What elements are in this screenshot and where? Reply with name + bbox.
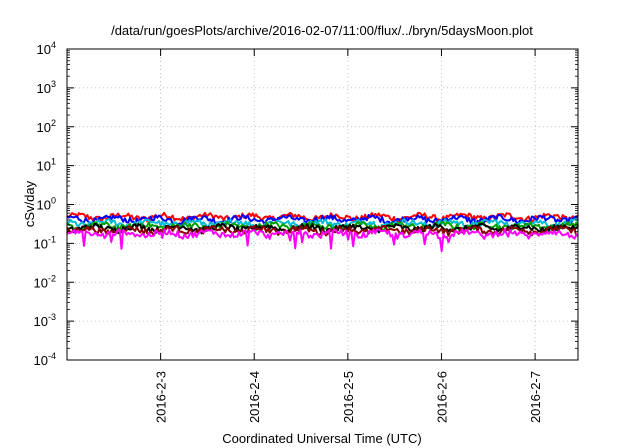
x-axis: 2016-2-3 2016-2-4 2016-2-5 2016-2-6 2016-2-7 (154, 49, 543, 423)
y-tick-label: 10-2 (34, 273, 56, 290)
y-tick-label: 104 (37, 40, 56, 57)
series-line (66, 220, 579, 233)
y-tick-label: 10-1 (34, 234, 56, 251)
series-line (66, 222, 579, 235)
y-axis-label: cSv/day (22, 180, 37, 227)
y-tick-label: 10-4 (34, 351, 56, 368)
x-tick-label: 2016-2-7 (528, 371, 543, 423)
y-tick-label: 101 (37, 157, 56, 174)
y-axis: 10-4 10-3 10-2 10-1 100 101 102 103 104 (34, 40, 578, 368)
y-tick-label: 103 (37, 79, 56, 96)
x-tick-label: 2016-2-5 (341, 371, 356, 423)
x-tick-label: 2016-2-3 (154, 371, 169, 423)
y-tick-label: 102 (37, 118, 56, 135)
x-tick-label: 2016-2-6 (434, 371, 449, 423)
series-group (66, 211, 579, 253)
series-line (66, 213, 579, 226)
y-tick-label: 100 (37, 196, 56, 213)
series-line (66, 228, 579, 253)
chart-title: /data/run/goesPlots/archive/2016-02-07/1… (111, 23, 533, 38)
x-axis-label: Coordinated Universal Time (UTC) (222, 431, 421, 446)
x-tick-label: 2016-2-4 (247, 371, 262, 423)
y-tick-label: 10-3 (34, 312, 56, 329)
series-line (66, 218, 579, 230)
series-line (66, 224, 579, 237)
